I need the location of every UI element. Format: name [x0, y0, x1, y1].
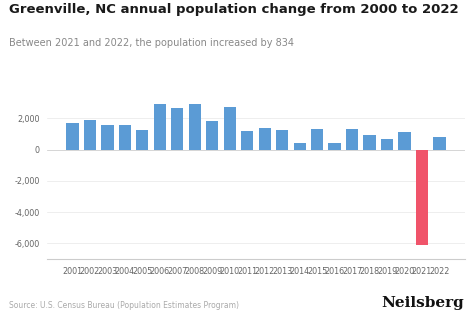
Bar [66, 123, 79, 149]
Bar [101, 125, 114, 149]
Bar [119, 125, 131, 149]
Bar [276, 130, 288, 149]
Bar [224, 106, 236, 149]
Bar [346, 129, 358, 149]
Bar [293, 143, 306, 149]
Bar [416, 149, 428, 245]
Text: Neilsberg: Neilsberg [382, 296, 465, 310]
Bar [171, 108, 183, 149]
Text: Greenville, NC annual population change from 2000 to 2022: Greenville, NC annual population change … [9, 3, 459, 16]
Bar [311, 129, 323, 149]
Bar [241, 131, 253, 149]
Bar [206, 121, 219, 149]
Bar [364, 136, 376, 149]
Bar [328, 143, 341, 149]
Text: Between 2021 and 2022, the population increased by 834: Between 2021 and 2022, the population in… [9, 38, 294, 48]
Bar [381, 139, 393, 149]
Bar [433, 137, 446, 149]
Bar [154, 104, 166, 149]
Text: Source: U.S. Census Bureau (Population Estimates Program): Source: U.S. Census Bureau (Population E… [9, 301, 239, 310]
Bar [259, 128, 271, 149]
Bar [189, 104, 201, 149]
Bar [136, 130, 148, 149]
Bar [398, 132, 410, 149]
Bar [84, 120, 96, 149]
